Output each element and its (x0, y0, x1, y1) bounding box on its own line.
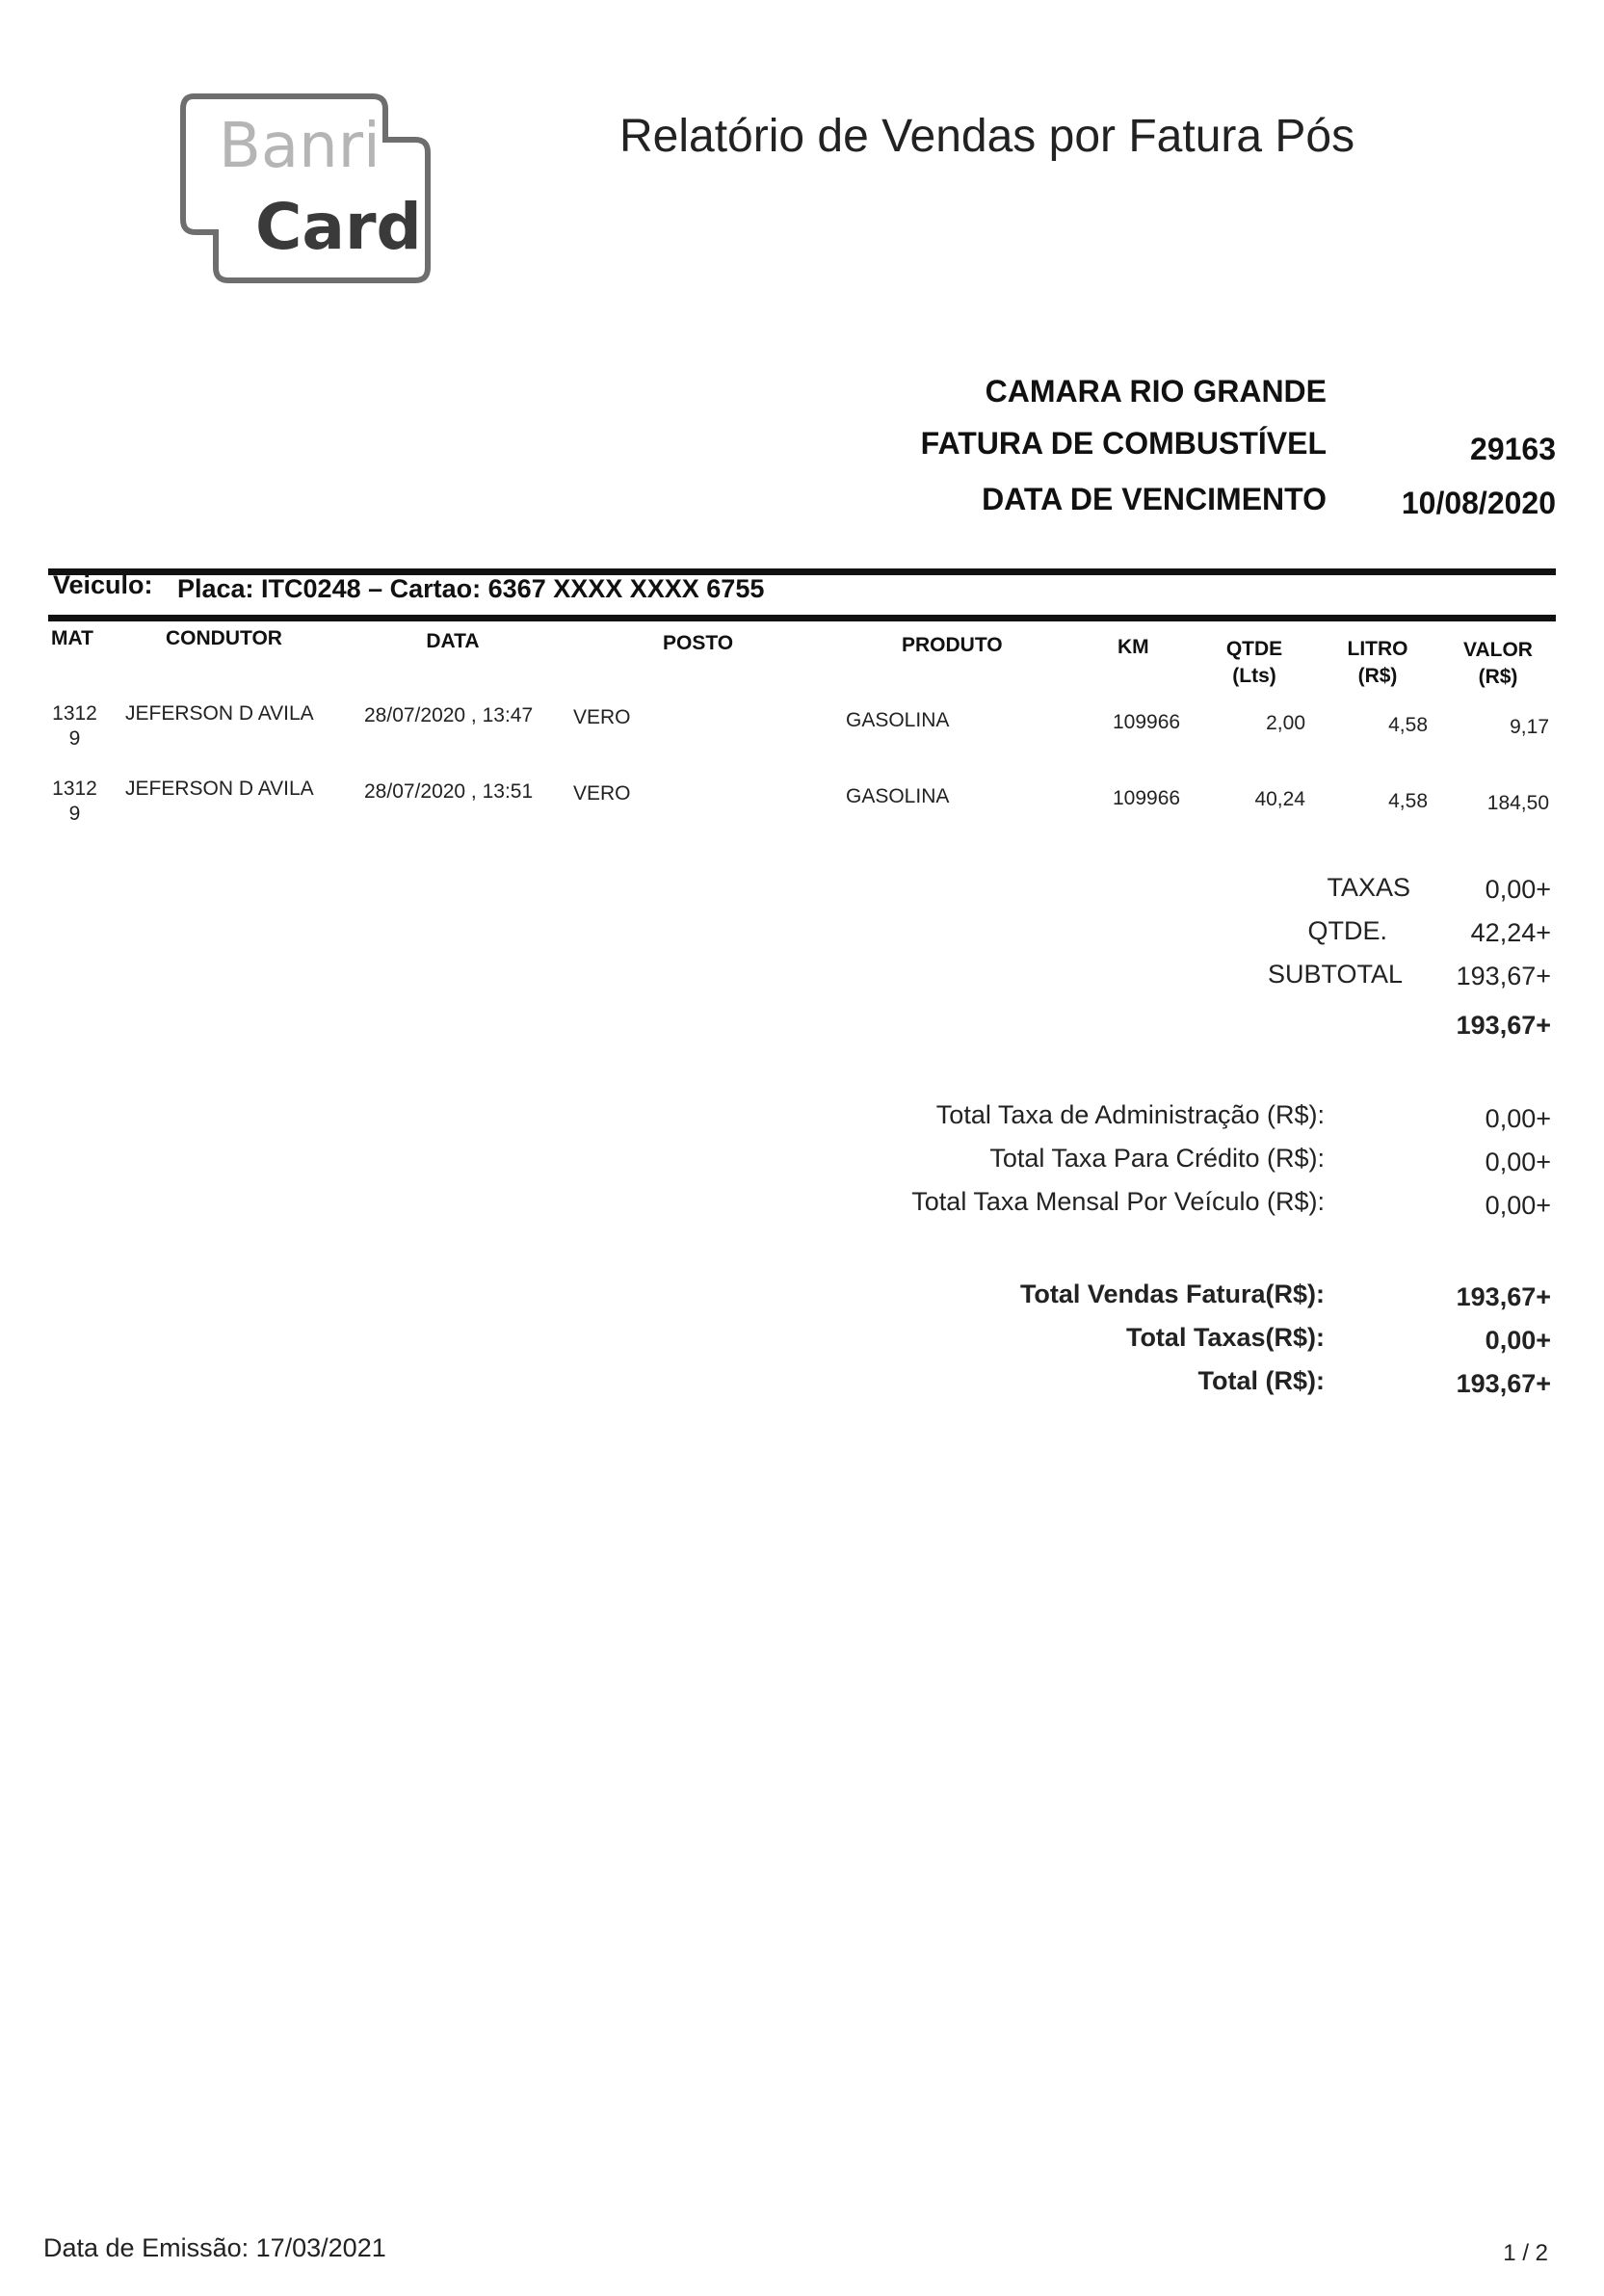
cell-qtde: 40,24 (1254, 788, 1305, 810)
col-data: DATA (426, 630, 480, 652)
vehicle-info: Placa: ITC0248 – Cartao: 6367 XXXX XXXX … (177, 574, 765, 603)
due-date: 10/08/2020 (1401, 486, 1556, 520)
cell-condutor: JEFERSON D AVILA (125, 778, 314, 800)
cell-litro: 4,58 (1388, 714, 1428, 736)
cell-data: 28/07/2020 , 13:47 (364, 704, 534, 726)
fee-admin-value: 0,00+ (1485, 1104, 1551, 1133)
col-qtde: QTDE (Lts) (1206, 636, 1302, 690)
cell-km: 109966 (1113, 711, 1181, 733)
col-posto: POSTO (663, 632, 734, 654)
col-litro: LITRO (R$) (1329, 636, 1426, 690)
taxas-label: TAXAS (1327, 873, 1410, 902)
logo-text-banri: Banri (219, 111, 381, 182)
col-litro-l1: LITRO (1347, 638, 1408, 660)
cell-condutor: JEFERSON D AVILA (125, 702, 314, 725)
subtotal-value: 193,67+ (1456, 962, 1551, 990)
subtotal-label: SUBTOTAL (1267, 960, 1403, 989)
total-value: 193,67+ (1456, 1369, 1551, 1398)
cell-litro: 4,58 (1388, 790, 1428, 812)
report-title: Relatório de Vendas por Fatura Pós (619, 111, 1355, 162)
taxas-value: 0,00+ (1485, 875, 1551, 904)
page-number: 1 / 2 (1503, 2240, 1548, 2266)
cell-valor: 184,50 (1486, 792, 1549, 814)
col-valor: VALOR (R$) (1450, 637, 1546, 691)
col-valor-l1: VALOR (1463, 639, 1533, 661)
col-condutor: CONDUTOR (166, 627, 282, 649)
col-mat: MAT (51, 627, 93, 649)
total-sales-value: 193,67+ (1456, 1282, 1551, 1311)
cell-produto: GASOLINA (846, 785, 950, 807)
cell-km: 109966 (1113, 787, 1181, 809)
cell-valor: 9,17 (1510, 716, 1549, 738)
cell-produto: GASOLINA (846, 709, 950, 731)
col-produto: PRODUTO (902, 634, 1003, 656)
invoice-number: 29163 (1470, 432, 1556, 466)
divider-top (48, 568, 1556, 575)
col-litro-l2: (R$) (1357, 665, 1398, 687)
cell-data: 28/07/2020 , 13:51 (364, 780, 534, 803)
fee-credit-label: Total Taxa Para Crédito (R$): (989, 1144, 1325, 1173)
grand-subtotal: 193,67+ (1456, 1011, 1551, 1040)
fee-credit-value: 0,00+ (1485, 1148, 1551, 1176)
invoice-label: FATURA DE COMBUSTÍVEL (920, 426, 1327, 461)
col-qtde-l2: (Lts) (1232, 665, 1276, 687)
vehicle-label: Veiculo: (53, 570, 153, 599)
fee-monthly-label: Total Taxa Mensal Por Veículo (R$): (911, 1187, 1325, 1216)
cell-posto: VERO (573, 706, 631, 728)
cell-mat-l2: 9 (68, 803, 81, 825)
cell-mat-l2: 9 (68, 727, 81, 750)
total-sales-label: Total Vendas Fatura(R$): (1019, 1280, 1325, 1308)
qtde-label: QTDE. (1307, 916, 1387, 945)
banricard-logo: Banri Card (180, 93, 433, 284)
client-name: CAMARA RIO GRANDE (985, 374, 1327, 409)
cell-mat-l1: 1312 (52, 778, 97, 800)
divider-bottom (48, 615, 1556, 621)
col-km: KM (1118, 636, 1149, 658)
due-date-label: DATA DE VENCIMENTO (982, 482, 1327, 516)
cell-mat-l1: 1312 (52, 702, 97, 725)
logo-text-card: Card (255, 190, 422, 264)
col-valor-l2: (R$) (1478, 666, 1518, 688)
emission-date: Data de Emissão: 17/03/2021 (43, 2233, 386, 2262)
cell-mat: 1312 9 (48, 701, 101, 752)
cell-qtde: 2,00 (1266, 712, 1305, 734)
col-qtde-l1: QTDE (1225, 638, 1283, 660)
qtde-value: 42,24+ (1470, 918, 1551, 947)
total-fees-label: Total Taxas(R$): (1125, 1323, 1325, 1352)
total-label: Total (R$): (1197, 1366, 1325, 1395)
cell-posto: VERO (573, 782, 631, 805)
total-fees-value: 0,00+ (1485, 1326, 1551, 1355)
fee-monthly-value: 0,00+ (1485, 1191, 1551, 1220)
cell-mat: 1312 9 (48, 777, 101, 827)
fee-admin-label: Total Taxa de Administração (R$): (935, 1100, 1325, 1129)
